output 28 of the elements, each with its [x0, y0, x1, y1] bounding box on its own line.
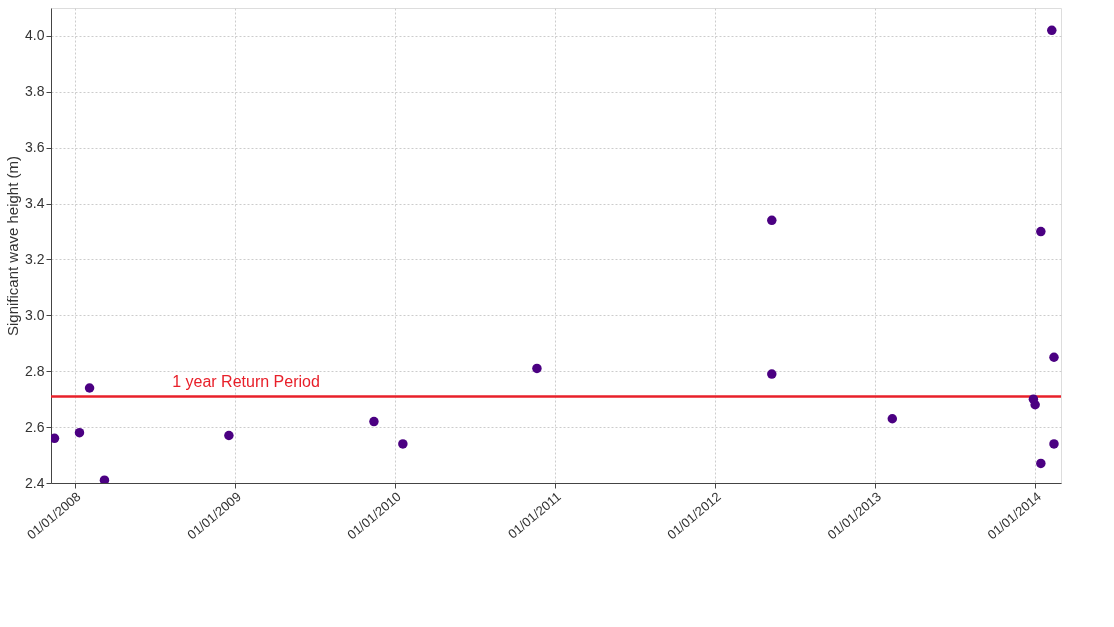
point — [224, 430, 234, 441]
point — [767, 369, 777, 379]
point — [1030, 400, 1040, 410]
point — [99, 475, 110, 483]
ref-line-label: 1 year Return Period — [172, 373, 320, 391]
point — [767, 215, 777, 226]
point — [398, 439, 408, 449]
point — [74, 427, 85, 438]
point — [1036, 458, 1046, 469]
point — [1036, 226, 1046, 237]
point — [369, 416, 379, 427]
point — [1049, 352, 1059, 362]
y-tick-label: 3.8 — [25, 83, 45, 100]
y-tick-label: 2.8 — [25, 362, 45, 379]
point — [532, 363, 542, 374]
y-axis-title: Significant wave height (m) — [4, 155, 22, 337]
y-tick-label: 3.2 — [25, 250, 45, 267]
point — [1049, 439, 1059, 449]
point — [1047, 25, 1057, 36]
y-tick-label: 3.6 — [25, 139, 45, 156]
point — [887, 414, 898, 424]
y-tick-label: 3.0 — [25, 306, 45, 323]
y-tick-label: 3.4 — [25, 195, 45, 212]
y-tick-label: 2.6 — [25, 418, 45, 435]
point — [84, 383, 95, 393]
y-tick-label: 2.4 — [25, 474, 45, 491]
point — [51, 433, 60, 444]
y-tick-label: 4.0 — [25, 27, 45, 44]
